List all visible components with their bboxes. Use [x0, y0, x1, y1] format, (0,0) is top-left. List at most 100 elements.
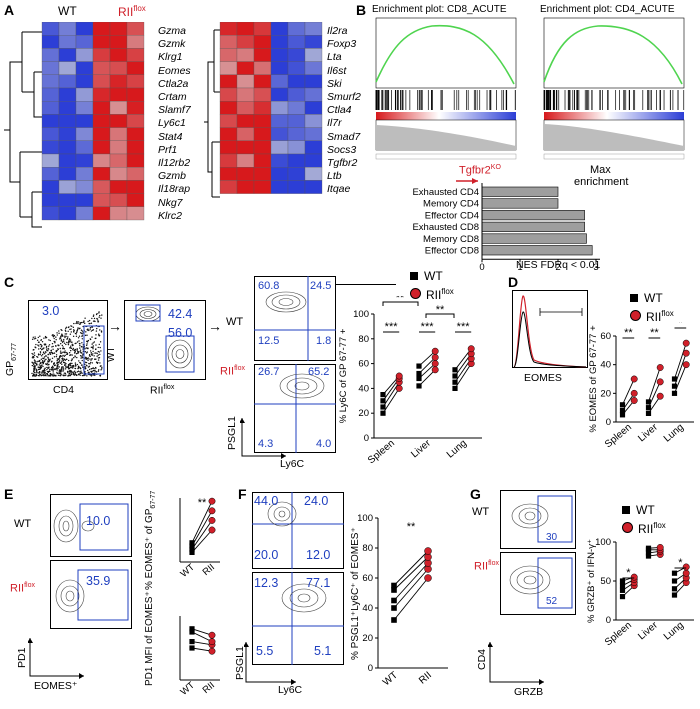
nes-bar: [481, 186, 559, 197]
significance-stars: *: [626, 567, 631, 579]
svg-text:**: **: [436, 304, 445, 316]
arrow-c1: →: [108, 318, 122, 334]
panel-label-b: B: [356, 2, 367, 18]
heatmap-cell: [92, 193, 111, 207]
significance-stars: **: [198, 497, 207, 509]
rii-point: [656, 392, 664, 400]
heatmap-cell: [236, 22, 255, 36]
wt-point: [391, 587, 397, 593]
x-label-wt: WT: [381, 670, 400, 688]
heatmap-cell: [253, 22, 272, 36]
gene-label: Gzmk: [158, 38, 186, 51]
heatmap-a-left: [4, 22, 145, 228]
heatmap-cell: [219, 180, 238, 194]
y-tick-label: 80: [358, 334, 369, 345]
gate-rii-value: 56.0: [168, 326, 193, 340]
dendrogram-right: [204, 29, 220, 198]
gsea-plot-2: [543, 17, 685, 160]
f-rii-ur: 77.1: [306, 576, 331, 590]
significance-stars: *: [678, 322, 683, 329]
heatmap-cell: [92, 61, 111, 75]
heatmap-cell: [41, 74, 60, 89]
f-wt-ul: 44.0: [254, 494, 279, 508]
wt-point: [189, 549, 195, 555]
gene-label: Tgfbr2: [327, 157, 358, 170]
wt-point: [645, 550, 652, 556]
heatmap-cell: [287, 167, 306, 181]
rii-point: [630, 389, 638, 397]
heatmap-cell: [92, 35, 111, 49]
heatmap-cell: [58, 101, 77, 115]
category-label: Lung: [662, 422, 686, 445]
heatmap-cell: [41, 206, 60, 221]
heatmap-cell: [287, 61, 306, 75]
heatmap-cell: [270, 153, 289, 168]
gate-g-rii: 52: [546, 596, 558, 607]
nes-tick-label: 2: [555, 262, 560, 270]
heatmap-cell: [41, 87, 60, 102]
hit-ticks-1: [375, 90, 516, 110]
heatmap-cell: [287, 153, 306, 168]
heatmap-cell: [126, 180, 145, 194]
heatmap-cell: [126, 61, 145, 75]
max-label: Max: [590, 164, 611, 176]
rii-point: [395, 384, 403, 392]
y-tick-label: 40: [600, 360, 611, 371]
eomes-axis-d: EOMES: [524, 372, 562, 384]
panel-label-d: D: [508, 274, 519, 290]
quad-wt-label: WT: [226, 316, 244, 328]
wt-point: [645, 399, 652, 405]
heatmap-cell: [109, 153, 128, 168]
wt-point: [189, 629, 195, 635]
heatmap-cell: [92, 206, 111, 221]
psgl1-axis-c: PSGL1: [226, 416, 238, 450]
ly6c-axis-f: Ly6C: [278, 684, 303, 696]
heatmap-cell: [58, 206, 77, 221]
axis-arrows-g: [488, 642, 544, 685]
gene-label: Smurf2: [327, 91, 361, 104]
y-tick-label: 0: [606, 615, 611, 626]
heatmap-cell: [253, 35, 272, 49]
heatmap-cell: [304, 114, 323, 128]
chart-f: 0 20 40 60 80 100 ** WT RII: [358, 513, 448, 688]
gene-label: Ly6c1: [158, 117, 186, 130]
heatmap-cell: [236, 153, 255, 168]
nes-bar: [481, 221, 585, 232]
heatmap-cell: [92, 101, 111, 115]
y-tick-label: 80: [362, 543, 373, 554]
nes-bar: [481, 245, 593, 256]
heatmap-cell: [109, 193, 128, 207]
heatmap-cell: [270, 87, 289, 102]
heatmap-cell: [270, 35, 289, 49]
quad-rii-ur: 65.2: [308, 366, 330, 378]
heatmap-cell: [287, 180, 306, 194]
nes-category-label: Exhausted CD4: [412, 187, 479, 198]
wt-point: [619, 407, 626, 414]
heatmap-cell: [236, 87, 255, 102]
gene-label: Smad7: [327, 130, 361, 143]
heatmap-cell: [109, 101, 128, 115]
heatmap-cell: [253, 167, 272, 181]
heatmap-cell: [287, 35, 306, 49]
cd4-axis-label: CD4: [53, 384, 75, 396]
heatmap-cell: [58, 48, 77, 62]
ly6c-axis-c: Ly6C: [280, 458, 305, 470]
heatmap-cell: [75, 22, 94, 36]
heatmap-cell: [253, 61, 272, 75]
wt-point: [645, 553, 652, 559]
wt-point: [416, 363, 422, 369]
y-axis-label: % GRZB⁺ of IFN-γ⁺: [586, 539, 597, 623]
e-ylabel-top: % EOMES⁺ of GP67-77: [144, 490, 157, 590]
gate-g-wt: 30: [546, 532, 558, 543]
y-tick-label: 40: [362, 603, 373, 614]
heatmap-cell: [287, 127, 306, 141]
heatmap-cell: [304, 48, 323, 62]
heatmap-cell: [253, 114, 272, 128]
x-label-wt: WT: [179, 680, 198, 698]
gene-label: Gzmb: [158, 170, 187, 183]
wt-point: [416, 383, 422, 389]
heatmap-cell: [92, 153, 111, 168]
heatmap-cell: [126, 48, 145, 62]
wt-point: [391, 582, 397, 589]
rii-axis-label: RIIflox: [150, 384, 175, 397]
